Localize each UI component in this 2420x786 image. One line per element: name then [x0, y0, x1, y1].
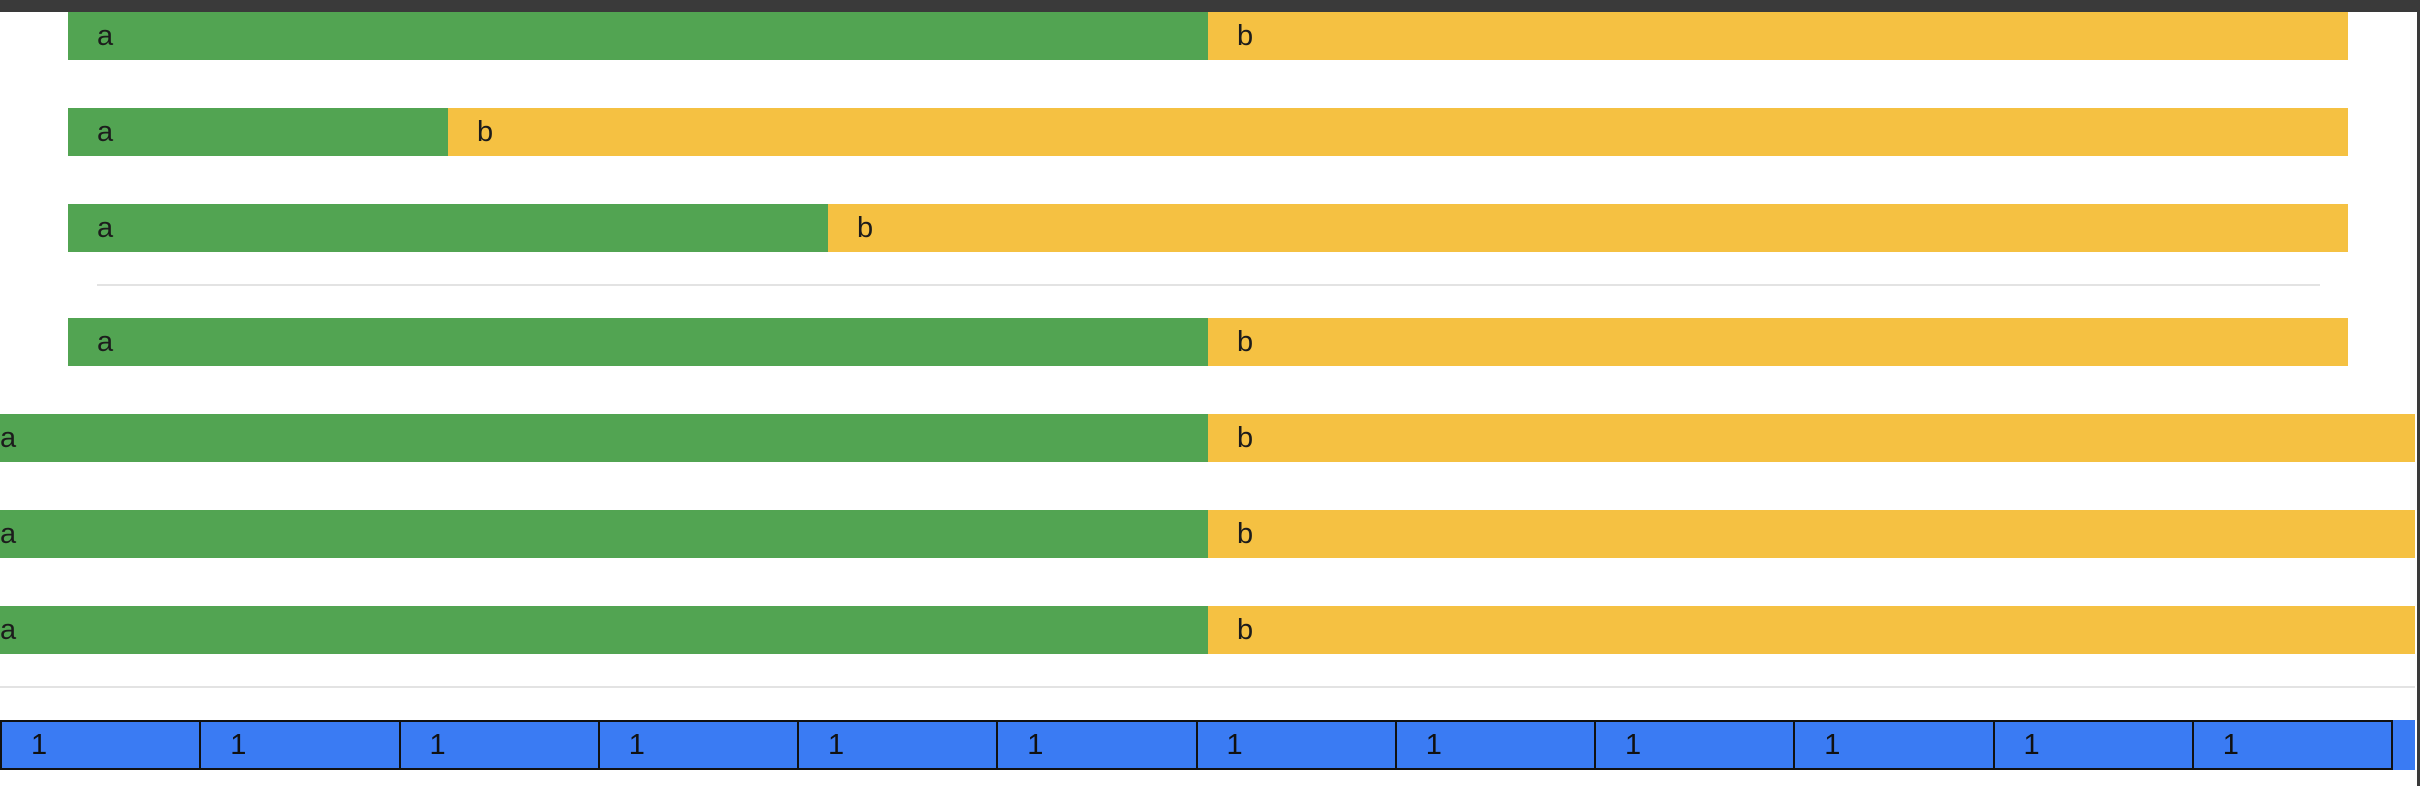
- grid-cell: 1: [996, 720, 1198, 770]
- column-a: a: [68, 318, 1208, 366]
- column-a: a: [68, 12, 1208, 60]
- column-a: a: [0, 606, 1208, 654]
- column-b: b: [1208, 510, 2415, 558]
- grid-cell: 1: [0, 720, 202, 770]
- split-row-3: a b: [68, 204, 2348, 252]
- column-b: b: [1208, 12, 2348, 60]
- window-right-edge: [2417, 0, 2420, 786]
- window-top-bar: [0, 0, 2420, 12]
- split-row-6: a b: [0, 510, 2415, 558]
- column-b: b: [1208, 606, 2415, 654]
- split-row-7: a b: [0, 606, 2415, 654]
- grid-cell: 1: [1992, 720, 2194, 770]
- split-row-4: a b: [68, 318, 2348, 366]
- split-row-2: a b: [68, 108, 2348, 156]
- grid-cell: 1: [597, 720, 799, 770]
- column-a: a: [68, 108, 448, 156]
- grid-cell: 1: [1594, 720, 1796, 770]
- split-row-1: a b: [68, 12, 2348, 60]
- grid-cell: 1: [1195, 720, 1397, 770]
- grid-cell: 1: [1394, 720, 1596, 770]
- grid-cell: 1: [1793, 720, 1995, 770]
- section-divider: [97, 284, 2320, 286]
- section-divider: [0, 686, 2415, 688]
- grid-cell: 1: [2191, 720, 2393, 770]
- grid-cell: 1: [199, 720, 401, 770]
- column-b: b: [1208, 414, 2415, 462]
- column-a: a: [0, 414, 1208, 462]
- grid-cell: 1: [398, 720, 600, 770]
- column-a: a: [68, 204, 828, 252]
- column-b: b: [1208, 318, 2348, 366]
- grid-cell: 1: [797, 720, 999, 770]
- grid-row: 1 1 1 1 1 1 1 1 1 1 1 1: [0, 720, 2415, 770]
- column-a: a: [0, 510, 1208, 558]
- split-row-5: a b: [0, 414, 2415, 462]
- column-b: b: [448, 108, 2348, 156]
- column-b: b: [828, 204, 2348, 252]
